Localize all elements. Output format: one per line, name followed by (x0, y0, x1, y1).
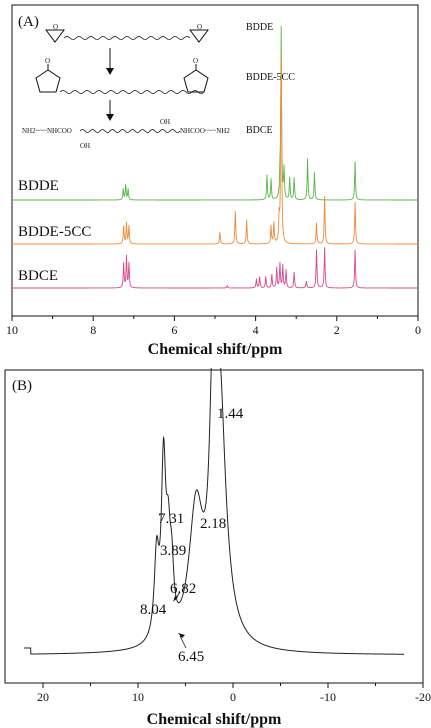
spectrum-line-bdde-5cc (12, 53, 418, 245)
peak-label-6-82: 6.82 (170, 581, 196, 597)
panel-b-x-axis-title: Chemical shift/ppm (147, 711, 282, 728)
cyclic-carbonate-right (183, 69, 209, 93)
chain-bdde (63, 36, 191, 40)
spectrum-line-bdde (12, 26, 418, 201)
series-label-bdde: BDDE (18, 178, 59, 194)
panel-b-chart: (B) 1.44 7.31 2.18 3.89 6.828.04 6.45 20 10 0 -1… (4, 368, 431, 728)
panel-a-tick-label: 10 (6, 323, 18, 337)
peak-label-2-18: 2.18 (200, 516, 226, 532)
panel-a-chart: (A) O O O O OH NH2~~~NHCOO NHCOO~~~NH2 O… (6, 4, 421, 358)
peak-label-3-89: 3.89 (160, 543, 186, 559)
carbonate-o-right: O (193, 57, 198, 65)
panel-a-tick-label: 6 (171, 323, 177, 337)
panel-a-tick-label: 4 (253, 323, 259, 337)
carbonate-o-left: O (45, 57, 50, 65)
peak-label-1-44: 1.44 (217, 406, 244, 422)
series-label-bdce: BDCE (18, 268, 58, 284)
panel-b-tick-label: -10 (320, 690, 336, 704)
chain-bdce (79, 129, 181, 133)
peak-label-7-31: 7.31 (158, 511, 184, 527)
panel-a-tick-label: 2 (334, 323, 340, 337)
spectrum-line-bdce (12, 247, 418, 289)
panel-b-x-axis: 20 10 0 -10 -20 (37, 683, 431, 704)
cyclic-carbonate-left (35, 69, 61, 93)
panel-b-tick-label: -20 (415, 690, 431, 704)
peak-label-6-45: 6.45 (178, 649, 204, 665)
panel-b-tick-label: 20 (37, 690, 49, 704)
panel-a-x-axis: 10 8 6 4 2 0 (6, 315, 421, 337)
series-label-bdde-5cc: BDDE-5CC (18, 224, 91, 240)
panel-a-spectra (12, 26, 418, 289)
right-amine-group: NHCOO~~~NH2 (180, 127, 230, 135)
panel-b-frame (4, 369, 424, 684)
left-amine-group: NH2~~~NHCOO (22, 127, 72, 135)
epoxide-oxygen-left: O (53, 23, 58, 31)
panel-b-tick-label: 0 (230, 690, 236, 704)
peak-pointer-head-6-45 (178, 633, 185, 638)
panel-b-tick-label: 10 (132, 690, 144, 704)
panel-b-label: (B) (12, 378, 32, 394)
oh-top: OH (160, 118, 170, 126)
scheme-label-bdce: BDCE (246, 125, 273, 136)
panel-b-peak-annotations: 1.44 7.31 2.18 3.89 6.828.04 6.45 (140, 406, 244, 665)
panel-a-tick-label: 8 (90, 323, 96, 337)
spectrum-line (24, 368, 404, 655)
panel-a-x-axis-title: Chemical shift/ppm (148, 341, 283, 358)
epoxide-ring-left (45, 29, 65, 43)
epoxide-oxygen-right: O (197, 23, 202, 31)
peak-label-8-04: 8.04 (140, 602, 167, 618)
chain-bdde-5cc (59, 90, 205, 94)
scheme-label-bdde: BDDE (246, 22, 273, 33)
reaction-scheme: O O O O OH NH2~~~NHCOO NHCOO~~~NH2 OH (22, 23, 230, 150)
panel-a-tick-label: 0 (415, 323, 421, 337)
oh-bottom: OH (80, 142, 90, 150)
epoxide-ring-right (189, 29, 209, 43)
panel-b-spectrum (24, 368, 404, 655)
arrow-head-2 (106, 114, 114, 121)
peak-pointer-head-6-82 (173, 596, 178, 602)
panel-a-frame (11, 4, 419, 317)
arrow-head-1 (106, 68, 114, 75)
peak-pointer-6-45 (179, 635, 187, 649)
panel-a-label: (A) (18, 14, 39, 30)
scheme-label-bdde-5cc: BDDE-5CC (246, 72, 295, 83)
